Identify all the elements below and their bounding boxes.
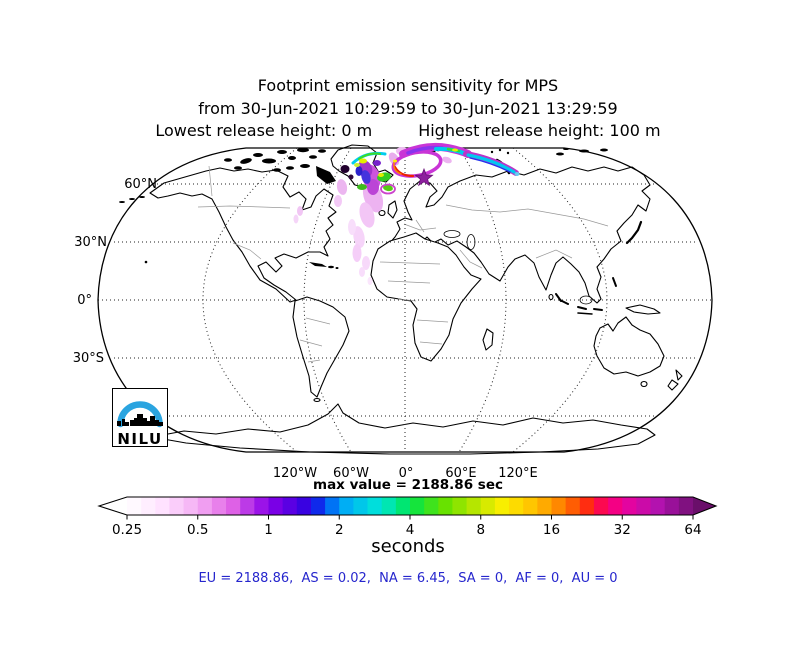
island-sumatra	[555, 293, 562, 302]
island-philippines	[612, 277, 617, 287]
graticule	[98, 147, 712, 453]
continent-eurasia	[386, 166, 651, 304]
lat-label-60n: 60°N	[124, 177, 157, 192]
colorbar-tick-label: 64	[684, 522, 701, 538]
sea-black	[443, 230, 461, 238]
colorbar-tick-label: 8	[476, 522, 485, 538]
nilu-skyline-icon	[117, 414, 163, 426]
nilu-logo: NILU	[112, 388, 168, 448]
island-tasmania	[640, 380, 648, 388]
meridian-120w	[202, 147, 298, 453]
island-new-zealand	[667, 369, 683, 391]
lon-label-60e: 60°E	[445, 466, 476, 481]
island-java	[577, 312, 593, 315]
lat-label-30s: 30°S	[73, 351, 104, 366]
lon-label-0: 0°	[399, 466, 414, 481]
continent-antarctica	[151, 403, 656, 455]
meridian-120e	[512, 147, 608, 453]
island-tierra-del-fuego	[313, 397, 321, 403]
colorbar-tick-label: 0.5	[187, 522, 208, 538]
lon-labels: 120°W 60°W 0° 60°E 120°E	[273, 466, 538, 481]
figure-period: from 30-Jun-2021 10:29:59 to 30-Jun-2021…	[198, 98, 618, 118]
colorbar-tick-label: 4	[406, 522, 415, 538]
plume-dense	[340, 160, 381, 195]
island-britain	[387, 200, 398, 219]
nilu-logo-text: NILU	[117, 430, 163, 448]
island-sri-lanka	[548, 293, 554, 301]
colorbar-segments	[127, 497, 694, 515]
continent-africa	[370, 232, 482, 362]
region-totals-text: EU = 2188.86, AS = 0.02, NA = 6.45, SA =…	[198, 571, 618, 586]
nilu-logo-graphic	[117, 401, 163, 428]
map-boundary	[97, 147, 713, 453]
figure-title-block: Footprint emission sensitivity for MPS f…	[0, 75, 800, 143]
plume-bright	[351, 142, 520, 195]
lon-label-120e: 120°E	[498, 466, 538, 481]
highest-release-height: Highest release height: 100 m	[418, 121, 661, 140]
station-star-marker	[414, 167, 434, 187]
colorbar-tick-label: 16	[543, 522, 560, 538]
lowest-release-height: Lowest release height: 0 m	[155, 121, 373, 140]
lon-label-120w: 120°W	[273, 466, 317, 481]
world-map: 60°N 30°N 0° 30°S 120°W 60°W 0° 60°E 120…	[73, 142, 713, 481]
meridian-60w	[303, 147, 352, 453]
colorbar-tick-label: 32	[614, 522, 631, 538]
island-ireland	[378, 209, 386, 217]
colorbar-ticks	[126, 515, 694, 520]
island-new-guinea	[625, 304, 661, 315]
plume-faint	[293, 147, 452, 285]
colorbar-tick-labels: 0.25 0.5 1 2 4 8 16 32 64	[112, 522, 702, 538]
colorbar-right-arrow	[693, 497, 716, 515]
country-borders	[197, 165, 609, 363]
lat-label-30n: 30°N	[74, 235, 107, 250]
colorbar-tick-label: 2	[335, 522, 344, 538]
continent-australia	[593, 316, 665, 377]
colorbar-tick-label: 0.25	[112, 522, 142, 538]
release-heights: Lowest release height: 0 m Highest relea…	[0, 120, 800, 143]
continent-south-america	[292, 296, 350, 398]
colorbar: 0.25 0.5 1 2 4 8 16 32 64	[97, 496, 718, 538]
island-japan	[625, 220, 643, 245]
nilu-arc-icon	[117, 401, 163, 428]
lat-label-0: 0°	[77, 293, 92, 308]
meridian-60e	[458, 147, 507, 453]
colorbar-tick-label: 1	[264, 522, 273, 538]
figure-title: Footprint emission sensitivity for MPS	[257, 76, 559, 95]
colorbar-unit-label: seconds	[371, 536, 445, 557]
lat-labels: 60°N 30°N 0° 30°S	[73, 177, 157, 366]
island-madagascar	[482, 328, 494, 351]
colorbar-left-arrow	[99, 497, 127, 515]
continent-north-america	[149, 167, 337, 303]
max-value-text: max value = 2188.86 sec	[313, 477, 503, 493]
lon-label-60w: 60°W	[333, 466, 369, 481]
